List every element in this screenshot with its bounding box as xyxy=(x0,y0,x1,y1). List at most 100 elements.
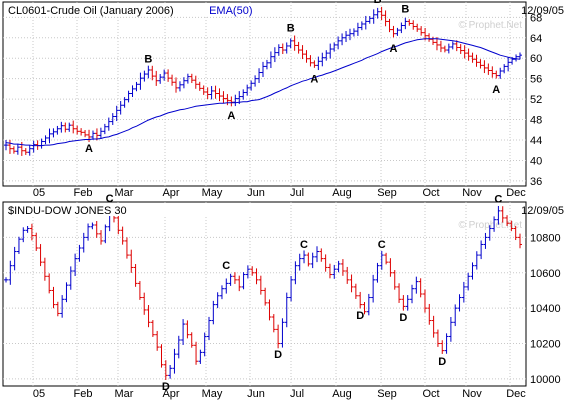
annotation-c: C xyxy=(222,260,230,272)
price-bar xyxy=(482,60,487,74)
price-bar xyxy=(276,44,281,56)
price-bar xyxy=(142,292,147,315)
price-bar xyxy=(336,260,341,273)
price-bar xyxy=(316,56,321,71)
chart-panel-1: 36 40 44 48 52 56 60 64 68 05 Feb Mar Apr May Jun Jul Au… xyxy=(2,0,564,199)
price-bar xyxy=(474,251,479,270)
x-tick-label: Nov xyxy=(462,388,482,400)
x-tick-label: Apr xyxy=(162,388,179,400)
price-bar xyxy=(371,274,376,303)
legend-box xyxy=(4,203,284,216)
plot-frame xyxy=(2,201,527,387)
price-bar xyxy=(209,86,214,100)
annotation-c: C xyxy=(106,193,114,205)
ema-50-line xyxy=(5,38,521,147)
price-bar xyxy=(15,143,20,155)
price-bar xyxy=(300,45,305,60)
price-bar xyxy=(185,73,190,84)
price-bar xyxy=(219,285,224,300)
x-tick-label: Jun xyxy=(247,187,265,199)
price-bar xyxy=(509,220,514,232)
price-bar xyxy=(319,248,324,262)
price-bar xyxy=(16,236,21,254)
price-bar xyxy=(453,304,458,327)
price-bar xyxy=(170,74,175,86)
x-tick-label: Jul xyxy=(290,388,304,400)
price-bar xyxy=(166,69,171,82)
price-bar xyxy=(492,216,497,232)
price-bar xyxy=(4,277,8,283)
price-bar xyxy=(177,81,182,92)
price-bar xyxy=(418,278,423,298)
price-bar xyxy=(86,223,91,241)
price-bar xyxy=(38,244,43,267)
price-bar xyxy=(118,101,123,115)
price-bar xyxy=(391,25,396,38)
price-bar xyxy=(254,268,259,285)
annotation-d: D xyxy=(438,356,446,368)
x-tick-label: Mar xyxy=(115,388,134,400)
price-bar xyxy=(440,340,445,354)
price-bar xyxy=(163,360,168,380)
price-bar xyxy=(332,264,337,279)
price-bar xyxy=(59,121,64,133)
price-bar xyxy=(168,364,173,379)
price-bar xyxy=(261,61,265,78)
price-bar xyxy=(202,332,207,357)
price-bar xyxy=(450,41,455,50)
annotation-c: C xyxy=(378,239,386,251)
price-bar xyxy=(514,54,519,62)
price-bar xyxy=(237,275,242,292)
price-bar xyxy=(344,30,349,43)
annotation-d: D xyxy=(162,381,170,393)
price-bar xyxy=(90,130,95,140)
price-bar xyxy=(7,139,12,154)
x-tick-label: Feb xyxy=(74,388,93,400)
price-bar xyxy=(207,316,212,341)
x-tick-label: Sep xyxy=(377,388,397,400)
price-bar xyxy=(474,54,479,67)
price-bar xyxy=(268,51,273,69)
price-bar xyxy=(427,303,432,325)
price-bar xyxy=(106,117,111,131)
x-tick-label: Aug xyxy=(332,187,352,199)
price-bar xyxy=(411,20,416,30)
price-bar xyxy=(320,52,325,67)
price-bar xyxy=(292,35,297,51)
price-bar xyxy=(427,33,432,42)
chart-date: 12/09/05 xyxy=(521,5,564,17)
price-bar xyxy=(479,240,484,260)
price-bar xyxy=(130,85,135,98)
y-tick-label: 10400 xyxy=(530,303,561,315)
price-bar xyxy=(142,70,147,82)
x-tick-label: Mar xyxy=(115,187,134,199)
y-tick-label: 44 xyxy=(530,135,542,147)
price-bar xyxy=(221,91,226,104)
price-bar xyxy=(414,276,419,294)
price-bar xyxy=(228,273,233,286)
annotation-a: A xyxy=(390,43,398,55)
price-bar xyxy=(51,128,56,138)
price-bar xyxy=(23,148,28,155)
price-bar xyxy=(332,42,337,52)
price-bar xyxy=(193,75,198,89)
price-bar xyxy=(27,145,32,156)
price-bar xyxy=(383,10,388,27)
price-bar xyxy=(435,329,440,347)
price-bar xyxy=(490,66,495,78)
price-bar xyxy=(68,266,73,290)
price-bar xyxy=(81,232,86,253)
price-bar xyxy=(126,90,131,103)
price-bar xyxy=(264,59,269,70)
watermark: © Prophet.Net xyxy=(458,220,522,231)
price-bar xyxy=(355,22,360,36)
y-tick-label: 56 xyxy=(530,74,542,86)
price-bar xyxy=(47,273,52,294)
annotation-b: B xyxy=(287,23,295,35)
price-bar xyxy=(253,75,258,87)
price-bar xyxy=(395,27,400,36)
price-bar xyxy=(181,319,186,345)
price-bar xyxy=(67,122,72,132)
price-bar xyxy=(134,81,139,92)
